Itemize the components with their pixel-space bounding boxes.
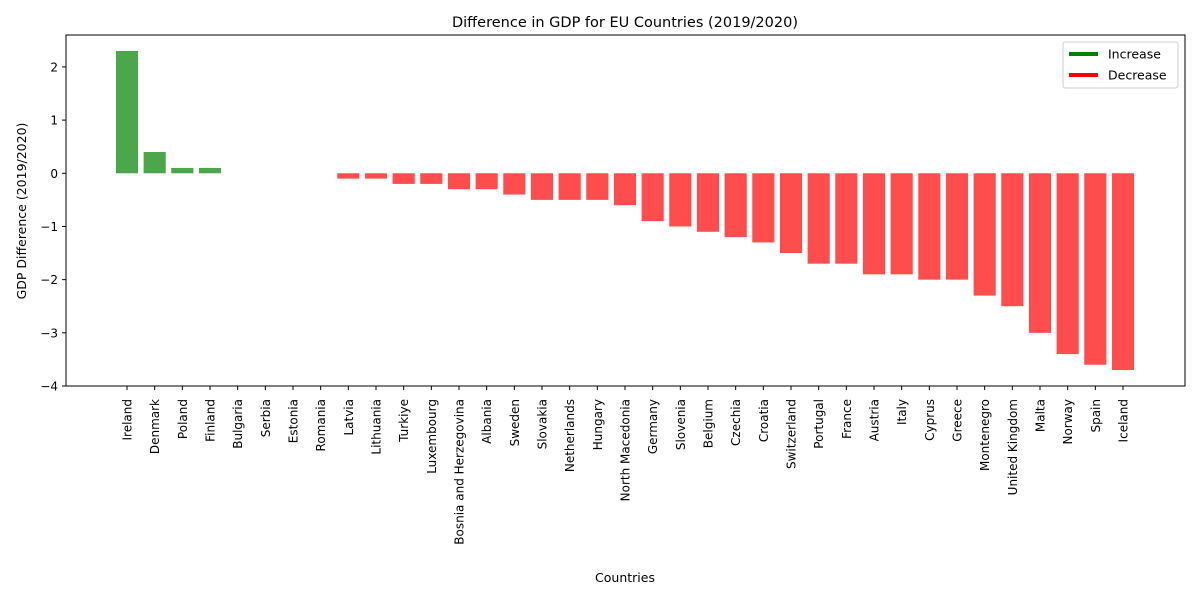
legend: Increase Decrease <box>1062 41 1179 89</box>
bar-cyprus <box>918 173 941 280</box>
x-tick-label: Slovakia <box>536 399 550 449</box>
bar-finland <box>198 167 222 174</box>
chart-title: Difference in GDP for EU Countries (2019… <box>452 15 798 31</box>
bar-turkiye <box>392 173 415 184</box>
x-tick-label: Netherlands <box>563 399 577 472</box>
bar-sweden <box>503 173 526 195</box>
legend-label-decrease: Decrease <box>1108 68 1167 83</box>
y-tick-label: −3 <box>40 326 58 340</box>
x-tick-label: Denmark <box>148 399 162 454</box>
x-axis: Ireland Denmark Poland Finland Bulgaria Serbi… <box>121 386 1131 545</box>
y-axis: 2 1 0 −1 −2 −3 −4 <box>40 60 66 394</box>
bar-norway <box>1056 173 1079 355</box>
bar-czechia <box>724 173 747 238</box>
bar-croatia <box>752 173 775 243</box>
y-tick-label: −2 <box>40 273 58 287</box>
bar-bosnia-and-herzegovina <box>447 173 471 190</box>
bar-north-macedonia <box>613 173 637 206</box>
x-tick-label: Luxembourg <box>425 399 439 474</box>
bar-austria <box>862 173 886 275</box>
y-tick-label: −1 <box>40 220 58 234</box>
x-tick-label: Serbia <box>259 399 273 437</box>
x-tick-label: North Macedonia <box>619 399 633 501</box>
bar-ireland <box>115 50 139 174</box>
x-tick-label: Portugal <box>812 399 826 449</box>
bar-poland <box>171 167 194 174</box>
bar-latvia <box>337 173 360 179</box>
bar-slovakia <box>530 173 554 200</box>
x-tick-label: Slovenia <box>674 399 688 450</box>
x-tick-label: Hungary <box>591 399 605 450</box>
bar-italy <box>890 173 913 275</box>
x-tick-label: Sweden <box>508 399 522 446</box>
bar-malta <box>1028 173 1052 333</box>
x-tick-label: Iceland <box>1117 399 1131 442</box>
bar-germany <box>641 173 664 222</box>
x-tick-label: Ireland <box>121 399 135 441</box>
x-tick-label: Spain <box>1089 399 1103 433</box>
x-tick-label: Italy <box>895 399 909 425</box>
bar-luxembourg <box>420 173 443 184</box>
x-tick-label: Bosnia and Herzegovina <box>453 399 467 545</box>
x-tick-label: Germany <box>646 399 660 454</box>
bar-switzerland <box>779 173 803 254</box>
y-tick-label: −4 <box>40 380 58 394</box>
bar-netherlands <box>558 173 581 200</box>
bar-lithuania <box>364 173 388 179</box>
x-tick-label: Greece <box>951 399 965 442</box>
x-tick-label: Finland <box>204 399 218 442</box>
x-tick-label: Lithuania <box>370 399 384 455</box>
x-tick-label: Montenegro <box>978 399 992 471</box>
y-tick-label: 0 <box>50 167 58 181</box>
x-tick-label: France <box>840 399 854 439</box>
x-axis-label: Countries <box>595 570 655 585</box>
x-tick-label: Austria <box>868 399 882 441</box>
x-tick-label: Belgium <box>702 399 716 448</box>
y-tick-label: 2 <box>50 60 58 74</box>
x-tick-label: Estonia <box>287 399 301 443</box>
bar-iceland <box>1111 173 1135 371</box>
x-tick-label: Malta <box>1034 399 1048 432</box>
y-tick-label: 1 <box>50 114 58 128</box>
bar-united-kingdom <box>1001 173 1024 307</box>
x-tick-label: Switzerland <box>785 399 799 469</box>
x-tick-label: Romania <box>314 399 328 451</box>
bar-france <box>835 173 858 264</box>
x-tick-label: Poland <box>176 399 190 439</box>
x-tick-label: United Kingdom <box>1006 399 1020 495</box>
x-tick-label: Cyprus <box>923 399 937 441</box>
bar-montenegro <box>973 173 996 296</box>
x-tick-label: Albania <box>480 399 494 444</box>
bar-spain <box>1084 173 1107 365</box>
bar-slovenia <box>669 173 692 227</box>
bar-belgium <box>696 173 720 232</box>
y-axis-label: GDP Difference (2019/2020) <box>14 123 29 300</box>
bar-albania <box>475 173 498 190</box>
x-tick-label: Turkiye <box>397 399 411 443</box>
x-tick-label: Croatia <box>757 399 771 442</box>
bars-group <box>115 50 1135 371</box>
x-tick-label: Czechia <box>729 399 743 446</box>
plot-frame <box>65 34 1186 387</box>
bar-portugal <box>807 173 830 264</box>
bar-hungary <box>586 173 609 200</box>
x-tick-label: Bulgaria <box>231 399 245 449</box>
x-tick-label: Norway <box>1061 399 1075 445</box>
bar-greece <box>945 173 969 280</box>
x-tick-label: Latvia <box>342 399 356 436</box>
bar-denmark <box>143 152 166 174</box>
legend-label-increase: Increase <box>1108 47 1161 62</box>
